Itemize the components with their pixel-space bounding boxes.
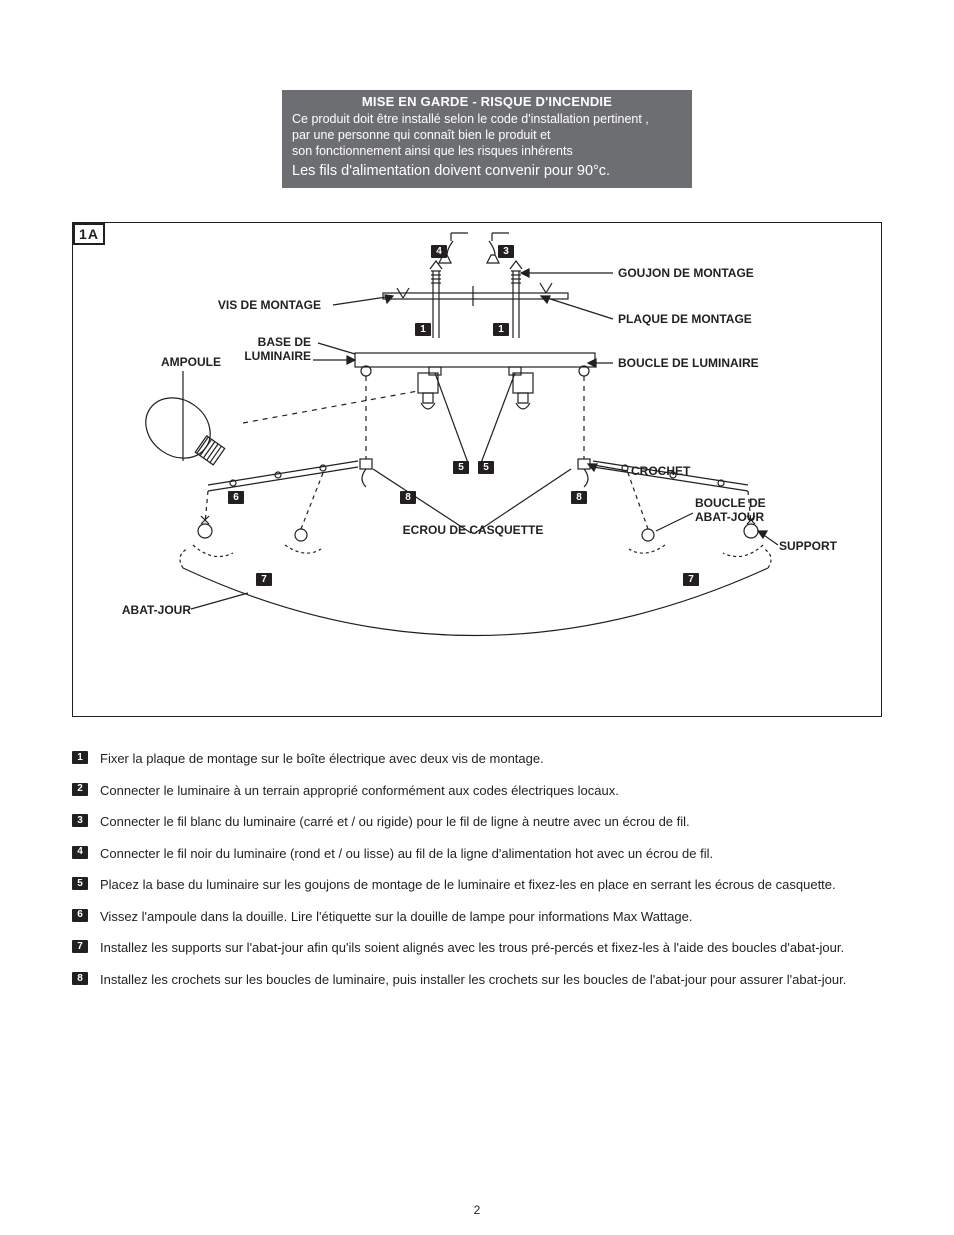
diagram-frame: 1A	[72, 222, 882, 717]
badge-6: 6	[228, 491, 244, 504]
step-badge: 4	[72, 846, 88, 859]
step-badge: 5	[72, 877, 88, 890]
instruction-row: 4 Connecter le fil noir du luminaire (ro…	[72, 845, 882, 863]
warning-title: MISE EN GARDE - RISQUE D'INCENDIE	[292, 94, 682, 110]
badge-1b: 1	[493, 323, 509, 336]
step-text: Connecter le fil noir du luminaire (rond…	[100, 845, 882, 863]
step-badge: 3	[72, 814, 88, 827]
warning-box: MISE EN GARDE - RISQUE D'INCENDIE Ce pro…	[282, 90, 692, 188]
badge-8a: 8	[400, 491, 416, 504]
instruction-row: 2 Connecter le luminaire à un terrain ap…	[72, 782, 882, 800]
page: MISE EN GARDE - RISQUE D'INCENDIE Ce pro…	[0, 0, 954, 1235]
page-number: 2	[0, 1203, 954, 1217]
instruction-row: 8 Installez les crochets sur les boucles…	[72, 971, 882, 989]
badge-5a: 5	[453, 461, 469, 474]
warning-line: son fonctionnement ainsi que les risques…	[292, 144, 682, 160]
instructions: 1 Fixer la plaque de montage sur le boît…	[72, 750, 882, 1002]
instruction-row: 7 Installez les supports sur l'abat-jour…	[72, 939, 882, 957]
badge-3: 3	[498, 245, 514, 258]
abat-jour-leader	[73, 223, 881, 716]
step-text: Connecter le luminaire à un terrain appr…	[100, 782, 882, 800]
badge-7a: 7	[256, 573, 272, 586]
warning-line: Ce produit doit être installé selon le c…	[292, 112, 682, 128]
badge-7b: 7	[683, 573, 699, 586]
step-badge: 2	[72, 783, 88, 796]
step-text: Installez les crochets sur les boucles d…	[100, 971, 882, 989]
step-text: Connecter le fil blanc du luminaire (car…	[100, 813, 882, 831]
instruction-row: 1 Fixer la plaque de montage sur le boît…	[72, 750, 882, 768]
badge-8b: 8	[571, 491, 587, 504]
step-badge: 8	[72, 972, 88, 985]
step-badge: 1	[72, 751, 88, 764]
step-text: Placez la base du luminaire sur les gouj…	[100, 876, 882, 894]
instruction-row: 5 Placez la base du luminaire sur les go…	[72, 876, 882, 894]
instruction-row: 6 Vissez l'ampoule dans la douille. Lire…	[72, 908, 882, 926]
badge-1a: 1	[415, 323, 431, 336]
step-text: Vissez l'ampoule dans la douille. Lire l…	[100, 908, 882, 926]
badge-4: 4	[431, 245, 447, 258]
step-badge: 7	[72, 940, 88, 953]
label-ecrou: ECROU DE CASQUETTE	[398, 523, 548, 537]
step-text: Fixer la plaque de montage sur le boîte …	[100, 750, 882, 768]
step-text: Installez les supports sur l'abat-jour a…	[100, 939, 882, 957]
instruction-row: 3 Connecter le fil blanc du luminaire (c…	[72, 813, 882, 831]
warning-line-bold: Les fils d'alimentation doivent convenir…	[292, 162, 682, 180]
step-badge: 6	[72, 909, 88, 922]
badge-5b: 5	[478, 461, 494, 474]
warning-line: par une personne qui connaît bien le pro…	[292, 128, 682, 144]
